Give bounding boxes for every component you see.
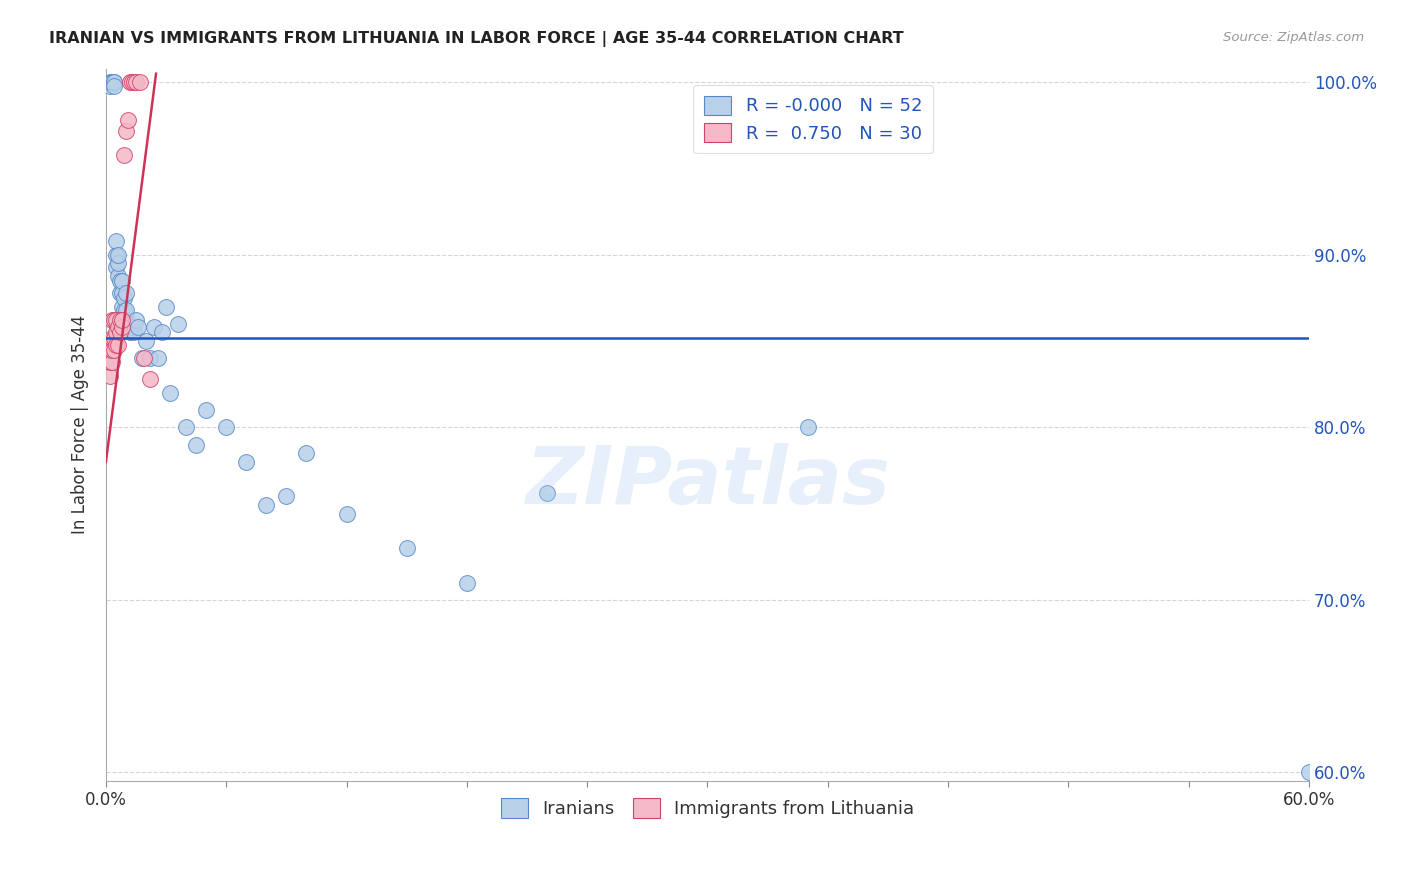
Point bbox=[121, 75, 143, 89]
Point bbox=[104, 337, 127, 351]
Point bbox=[104, 234, 127, 248]
Point bbox=[167, 317, 190, 331]
Point bbox=[101, 313, 124, 327]
Point bbox=[139, 351, 162, 366]
Point bbox=[174, 420, 197, 434]
Point bbox=[98, 368, 121, 383]
Point bbox=[103, 75, 125, 89]
Point bbox=[107, 320, 129, 334]
Point bbox=[125, 75, 148, 89]
Point bbox=[1298, 765, 1320, 780]
Point bbox=[112, 291, 135, 305]
Point bbox=[125, 313, 148, 327]
Point bbox=[131, 351, 153, 366]
Point bbox=[103, 313, 125, 327]
Point bbox=[111, 300, 134, 314]
Point bbox=[98, 355, 121, 369]
Point bbox=[129, 75, 152, 89]
Point bbox=[104, 326, 127, 340]
Point bbox=[117, 317, 139, 331]
Point bbox=[115, 285, 138, 300]
Point bbox=[215, 420, 238, 434]
Point bbox=[101, 75, 124, 89]
Point bbox=[107, 256, 129, 270]
Point bbox=[117, 113, 139, 128]
Point bbox=[112, 303, 135, 318]
Point bbox=[146, 351, 169, 366]
Point bbox=[103, 78, 125, 93]
Point bbox=[159, 385, 181, 400]
Point bbox=[118, 326, 141, 340]
Point bbox=[101, 355, 124, 369]
Point bbox=[276, 489, 298, 503]
Point bbox=[335, 507, 357, 521]
Point bbox=[127, 320, 149, 334]
Text: Source: ZipAtlas.com: Source: ZipAtlas.com bbox=[1223, 31, 1364, 45]
Point bbox=[97, 351, 120, 366]
Point bbox=[108, 326, 131, 340]
Point bbox=[139, 372, 162, 386]
Point bbox=[395, 541, 418, 555]
Point bbox=[295, 446, 318, 460]
Point bbox=[112, 148, 135, 162]
Point bbox=[111, 313, 134, 327]
Point bbox=[115, 303, 138, 318]
Point bbox=[536, 486, 558, 500]
Point bbox=[122, 326, 145, 340]
Point bbox=[104, 248, 127, 262]
Point bbox=[121, 320, 143, 334]
Point bbox=[456, 575, 478, 590]
Point bbox=[111, 285, 134, 300]
Text: IRANIAN VS IMMIGRANTS FROM LITHUANIA IN LABOR FORCE | AGE 35-44 CORRELATION CHAR: IRANIAN VS IMMIGRANTS FROM LITHUANIA IN … bbox=[49, 31, 904, 47]
Point bbox=[115, 123, 138, 137]
Point bbox=[797, 420, 820, 434]
Point bbox=[108, 313, 131, 327]
Point bbox=[98, 343, 121, 357]
Point bbox=[254, 498, 277, 512]
Point bbox=[122, 75, 145, 89]
Point bbox=[101, 331, 124, 345]
Point bbox=[118, 75, 141, 89]
Point bbox=[135, 334, 157, 348]
Point bbox=[186, 437, 208, 451]
Point bbox=[107, 268, 129, 283]
Point bbox=[101, 343, 124, 357]
Point bbox=[195, 403, 218, 417]
Point bbox=[108, 285, 131, 300]
Point bbox=[111, 274, 134, 288]
Point bbox=[103, 75, 125, 89]
Point bbox=[132, 351, 155, 366]
Point bbox=[143, 320, 166, 334]
Point bbox=[107, 248, 129, 262]
Point bbox=[155, 300, 177, 314]
Point bbox=[108, 274, 131, 288]
Point bbox=[101, 75, 124, 89]
Point bbox=[235, 455, 257, 469]
Legend: Iranians, Immigrants from Lithuania: Iranians, Immigrants from Lithuania bbox=[494, 791, 921, 825]
Point bbox=[104, 260, 127, 274]
Point bbox=[103, 331, 125, 345]
Point bbox=[104, 313, 127, 327]
Point bbox=[107, 337, 129, 351]
Point bbox=[150, 326, 173, 340]
Text: ZIPatlas: ZIPatlas bbox=[524, 442, 890, 521]
Point bbox=[111, 320, 134, 334]
Point bbox=[98, 75, 121, 89]
Point bbox=[103, 343, 125, 357]
Point bbox=[115, 313, 138, 327]
Y-axis label: In Labor Force | Age 35-44: In Labor Force | Age 35-44 bbox=[72, 315, 89, 534]
Point bbox=[98, 78, 121, 93]
